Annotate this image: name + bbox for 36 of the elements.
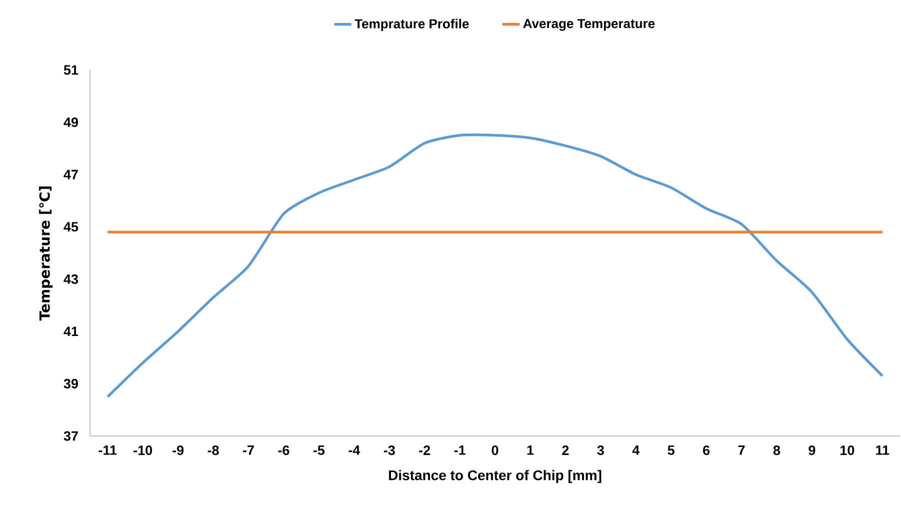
- x-tick-label: -6: [278, 446, 290, 456]
- y-tick-label: 51: [64, 65, 78, 75]
- y-axis-title: Temperature [℃]: [39, 186, 53, 321]
- x-tick-label: -10: [134, 446, 152, 456]
- x-tick-label: 6: [703, 446, 710, 456]
- legend-label: Average Temperature: [523, 19, 655, 31]
- y-tick-label: 49: [64, 118, 78, 128]
- x-tick-label: 11: [876, 446, 890, 455]
- x-tick-label: -4: [348, 446, 360, 455]
- x-tick-label: 2: [562, 446, 569, 455]
- legend-label: Temprature Profile: [354, 18, 469, 31]
- line-series: [106, 134, 884, 398]
- x-axis-title: Distance to Center of Chip [mm]: [388, 470, 602, 484]
- y-tick-label: 43: [64, 274, 78, 284]
- x-tick-label: 5: [668, 446, 674, 455]
- x-tick-label: -5: [313, 446, 325, 455]
- x-tick-label: 8: [773, 446, 780, 456]
- x-tick-label: -3: [384, 446, 395, 456]
- y-tick-label: 37: [64, 431, 78, 441]
- x-tick-label: -11: [98, 446, 117, 455]
- x-tick-label: 4: [632, 446, 640, 455]
- x-tick-label: 0: [492, 446, 498, 456]
- x-tick-label: -1: [454, 446, 466, 455]
- x-tick-label: -8: [208, 446, 219, 456]
- x-tick-label: 9: [808, 446, 816, 456]
- y-tick-label: 47: [64, 170, 78, 180]
- y-tick-label: 39: [64, 378, 78, 388]
- x-tick-label: 3: [597, 446, 604, 456]
- y-tick-label: 41: [64, 326, 78, 336]
- x-tick-label: 10: [840, 446, 854, 456]
- x-tick-label: -7: [243, 446, 254, 455]
- y-tick-label: 45: [64, 222, 78, 232]
- x-tick-label: 1: [527, 446, 534, 455]
- x-tick-label: -2: [419, 446, 430, 455]
- x-tick-label: 7: [738, 446, 745, 455]
- x-tick-label: -9: [172, 446, 184, 456]
